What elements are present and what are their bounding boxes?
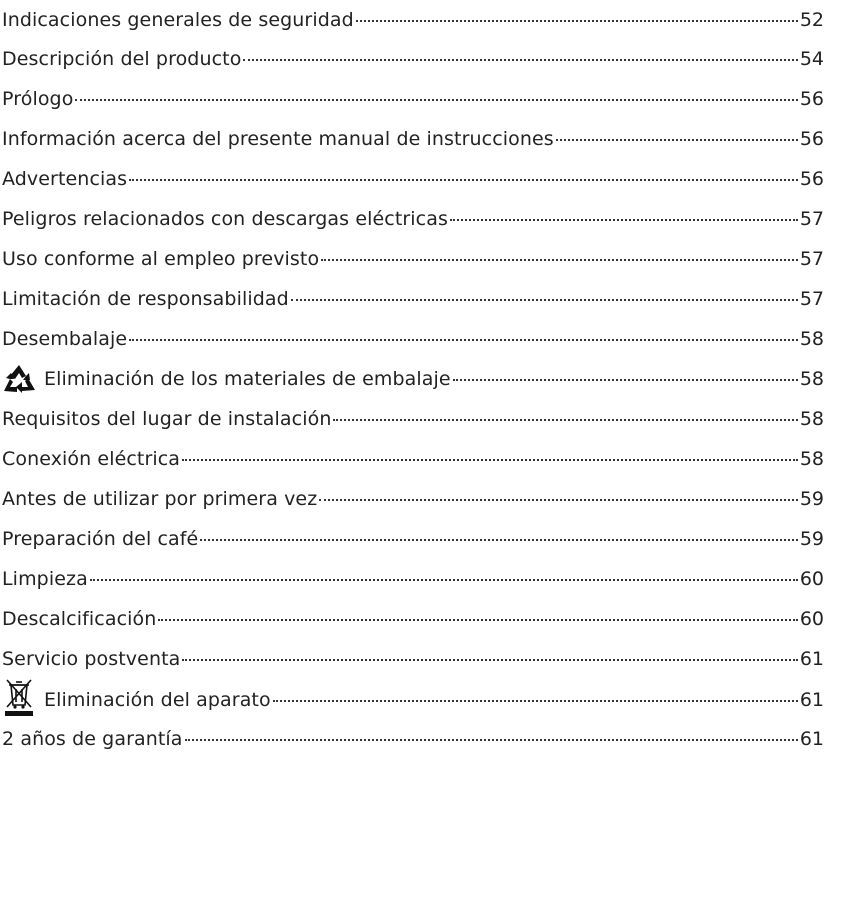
toc-entry[interactable]: Limpieza 60 [2,559,824,599]
dot-leader [243,59,798,61]
toc-entry[interactable]: Desembalaje 58 [2,319,824,359]
toc-entry[interactable]: Antes de utilizar por primera vez 59 [2,479,824,519]
toc-entry-title: Uso conforme al empleo previsto [2,248,320,270]
toc-entry[interactable]: Servicio postventa 61 [2,639,824,679]
toc-entry[interactable]: Descripción del producto 54 [2,39,824,79]
toc-entry-page-number: 59 [799,488,824,510]
dot-leader [75,99,798,101]
toc-entry-title: Prólogo [2,88,74,110]
dot-leader [200,539,798,541]
dot-leader [321,259,798,261]
toc-entry-page-number: 57 [799,248,824,270]
toc-entry[interactable]: Limitación de responsabilidad 57 [2,279,824,319]
toc-entry-page-number: 58 [799,408,824,430]
toc-entry[interactable]: Uso conforme al empleo previsto 57 [2,239,824,279]
toc-entry-title: 2 años de garantía [2,728,183,750]
toc-entry-page-number: 58 [799,368,824,390]
toc-entry-page-number: 56 [799,128,824,150]
dot-leader [452,379,798,381]
dot-leader [158,619,798,621]
toc-entry-title: Servicio postventa [2,648,181,670]
toc-entry[interactable]: Eliminación del aparato 61 [2,677,824,720]
toc-entry-page-number: 52 [799,9,824,31]
toc-entry-page-number: 54 [799,48,824,70]
crossed-bin-icon [2,677,36,717]
toc-entry[interactable]: 2 años de garantía 61 [2,719,824,759]
toc-entry[interactable]: Información acerca del presente manual d… [2,119,824,159]
toc-entry-page-number: 57 [799,288,824,310]
dot-leader [449,219,798,221]
toc-entry-page-number: 61 [799,648,824,670]
toc-entry-title: Advertencias [2,168,128,190]
dot-leader [129,179,798,181]
toc-entry-page-number: 60 [799,568,824,590]
toc-entry-title: Requisitos del lugar de instalación [2,408,332,430]
toc-entry-title: Antes de utilizar por primera vez [2,488,318,510]
toc-entry[interactable]: Conexión eléctrica 58 [2,439,824,479]
toc-entry-page-number: 57 [799,208,824,230]
toc-entry-title: Peligros relacionados con descargas eléc… [2,208,448,230]
toc-entry-page-number: 56 [799,168,824,190]
toc-entry-title: Eliminación de los materiales de embalaj… [44,368,451,390]
toc-entry[interactable]: Prólogo 56 [2,79,824,119]
toc-entry-page-number: 58 [799,448,824,470]
toc-entry-title: Preparación del café [2,528,199,550]
toc-entry-title: Descripción del producto [2,48,242,70]
toc-entry[interactable]: Peligros relacionados con descargas eléc… [2,199,824,239]
toc-entry-title: Indicaciones generales de seguridad [2,9,354,31]
toc-entry[interactable]: Requisitos del lugar de instalación 58 [2,399,824,439]
toc-entry-title: Limpieza [2,568,88,590]
toc-entry-page-number: 60 [799,608,824,630]
dot-leader [182,659,798,661]
dot-leader [272,700,798,702]
toc-entry[interactable]: Eliminación de los materiales de embalaj… [2,359,824,399]
toc-entry-title: Información acerca del presente manual d… [2,128,554,150]
dot-leader [555,139,798,141]
toc-entry-page-number: 56 [799,88,824,110]
dot-leader [355,20,798,22]
dot-leader [290,299,798,301]
toc-entry-page-number: 61 [799,689,824,711]
toc-entry-page-number: 58 [799,328,824,350]
toc-entry[interactable]: Preparación del café 59 [2,519,824,559]
toc-entry-title: Eliminación del aparato [44,689,271,711]
toc-entry[interactable]: Advertencias 56 [2,159,824,199]
toc-entry-title: Descalcificación [2,608,157,630]
dot-leader [129,339,798,341]
toc-entry[interactable]: Indicaciones generales de seguridad 52 [2,0,824,40]
dot-leader [89,579,798,581]
toc-entry-page-number: 59 [799,528,824,550]
toc-entry-page-number: 61 [799,728,824,750]
dot-leader [184,739,798,741]
dot-leader [319,499,798,501]
toc-entry-title: Desembalaje [2,328,128,350]
dot-leader [333,419,798,421]
dot-leader [182,459,798,461]
toc-entry-title: Limitación de responsabilidad [2,288,289,310]
toc-entry-title: Conexión eléctrica [2,448,181,470]
recycle-icon [2,364,36,394]
toc-entry[interactable]: Descalcificación 60 [2,599,824,639]
